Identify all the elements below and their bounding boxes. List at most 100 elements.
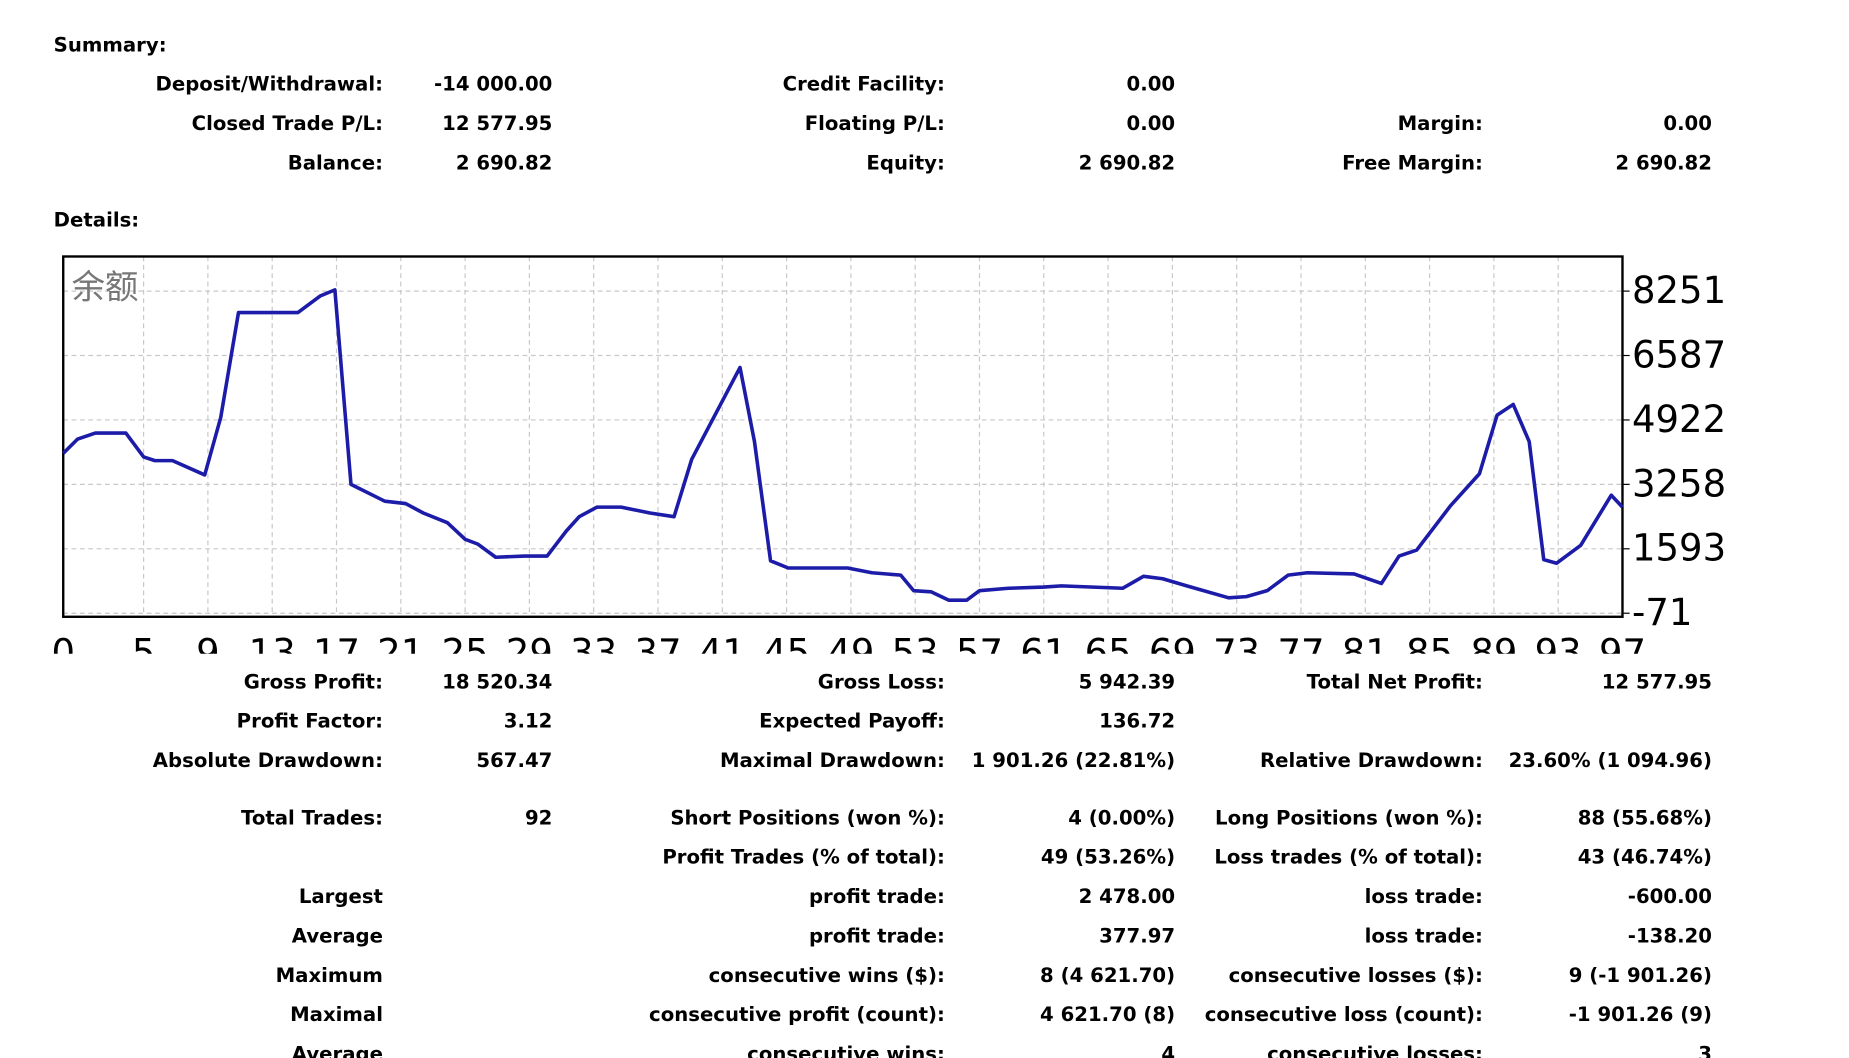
y-tick-label: 8251 (1632, 269, 1726, 312)
y-tick-label: 1593 (1632, 527, 1726, 570)
field-value: 2 478.00 (1078, 885, 1176, 908)
field-value: 0.00 (1663, 112, 1712, 135)
field-value: 12 577.95 (1601, 670, 1712, 694)
field-label: profit trade: (808, 924, 945, 948)
x-tick-label: 25 (442, 632, 489, 654)
field-value: 136.72 (1099, 709, 1176, 733)
field-value: 8 (4 621.70) (1040, 963, 1176, 987)
field-label: Margin: (1397, 112, 1483, 135)
field-label: Loss trades (% of total): (1214, 845, 1483, 869)
field-value: -600.00 (1627, 885, 1712, 908)
x-tick-label: 9 (196, 632, 220, 654)
field-label: Long Positions (won %): (1215, 806, 1483, 830)
field-value: 43 (46.74%) (1577, 845, 1712, 869)
field-value: -1 901.26 (9) (1568, 1003, 1712, 1026)
field-label: consecutive losses: (1267, 1042, 1483, 1058)
field-value: 3 (1698, 1042, 1712, 1058)
chart-title: 余额 (72, 267, 139, 306)
field-label: Free Margin: (1342, 151, 1483, 175)
field-value: 2 690.82 (455, 151, 553, 175)
balance-chart: 8251 6587 4922 3258 1593 -71 0 5 9 13 17 21 25 29 33 37… (51, 255, 1726, 654)
field-label: Credit Facility: (782, 72, 945, 96)
x-tick-label: 5 (132, 632, 156, 654)
field-value: 4 (1161, 1042, 1176, 1058)
field-label: consecutive profit (count): (649, 1003, 945, 1026)
x-tick-label: 37 (634, 632, 681, 654)
field-label: Profit Trades (% of total): (662, 845, 945, 869)
field-label: Total Trades: (241, 806, 383, 830)
summary-heading: Summary: (53, 33, 167, 57)
y-tick-label: 6587 (1632, 333, 1726, 376)
y-tick-label: 3258 (1632, 462, 1726, 505)
field-value: 377.97 (1099, 924, 1176, 948)
field-label: Short Positions (won %): (670, 806, 945, 830)
x-tick-label: 17 (313, 632, 360, 654)
x-tick-label: 21 (377, 632, 424, 654)
field-label: consecutive wins: (747, 1042, 945, 1058)
field-label: Average (291, 924, 383, 948)
x-tick-label: 57 (956, 632, 1003, 654)
y-tick-label: 4922 (1632, 398, 1726, 441)
x-tick-label: 81 (1342, 632, 1389, 654)
field-value: 0.00 (1126, 72, 1176, 96)
field-value: 49 (53.26%) (1040, 845, 1176, 869)
field-label: Profit Factor: (236, 709, 383, 733)
field-label: Largest (298, 885, 383, 908)
field-value: 4 621.70 (8) (1040, 1003, 1176, 1026)
field-label: profit trade: (808, 885, 945, 908)
field-value: 2 690.82 (1078, 151, 1176, 175)
field-label: Closed Trade P/L: (191, 112, 383, 135)
x-tick-label: 49 (827, 632, 874, 654)
x-tick-label: 0 (51, 632, 75, 654)
field-value: 9 (-1 901.26) (1568, 963, 1712, 987)
field-label: Maximal (290, 1003, 383, 1026)
x-tick-label: 13 (249, 632, 296, 654)
field-value: 1 901.26 (22.81%) (971, 749, 1176, 772)
field-value: -14 000.00 (433, 72, 553, 96)
x-tick-label: 93 (1535, 632, 1582, 654)
field-label: Gross Loss: (817, 670, 945, 694)
field-value: 567.47 (476, 749, 553, 772)
field-value: 3.12 (503, 709, 553, 733)
field-label: Absolute Drawdown: (152, 749, 383, 772)
x-tick-label: 97 (1599, 632, 1646, 654)
field-label: Deposit/Withdrawal: (155, 72, 383, 96)
field-label: consecutive loss (count): (1204, 1003, 1483, 1026)
field-label: loss trade: (1364, 885, 1483, 908)
field-value: 4 (0.00%) (1068, 806, 1176, 830)
x-tick-label: 89 (1470, 632, 1517, 654)
field-value: 0.00 (1126, 112, 1176, 135)
x-tick-label: 29 (506, 632, 553, 654)
x-tick-label: 85 (1406, 632, 1453, 654)
x-tick-label: 73 (1213, 632, 1260, 654)
field-label: Gross Profit: (243, 670, 383, 694)
x-tick-label: 65 (1085, 632, 1132, 654)
x-tick-label: 77 (1277, 632, 1324, 654)
x-tick-label: 45 (763, 632, 810, 654)
y-tick-label: -71 (1632, 591, 1692, 634)
field-label: consecutive losses ($): (1228, 963, 1483, 987)
field-value: 88 (55.68%) (1577, 806, 1712, 830)
field-value: 18 520.34 (442, 670, 553, 694)
field-value: -138.20 (1627, 924, 1712, 948)
field-label: consecutive wins ($): (708, 963, 945, 987)
field-label: Floating P/L: (804, 112, 945, 135)
field-label: Maximal Drawdown: (719, 749, 945, 772)
plot-area (63, 256, 1623, 617)
field-label: Maximum (275, 963, 383, 987)
field-label: Balance: (287, 151, 383, 175)
field-value: 2 690.82 (1615, 151, 1712, 175)
field-value: 5 942.39 (1078, 670, 1176, 694)
field-label: Total Net Profit: (1306, 670, 1483, 694)
field-label: loss trade: (1364, 924, 1483, 948)
x-tick-label: 41 (699, 632, 746, 654)
plot-border (62, 255, 1624, 618)
field-label: Relative Drawdown: (1259, 749, 1483, 772)
balance-line (61, 288, 1624, 602)
field-label: Average (291, 1042, 383, 1058)
field-value: 92 (524, 806, 553, 830)
field-label: Expected Payoff: (759, 709, 945, 733)
field-label: Equity: (866, 151, 945, 175)
